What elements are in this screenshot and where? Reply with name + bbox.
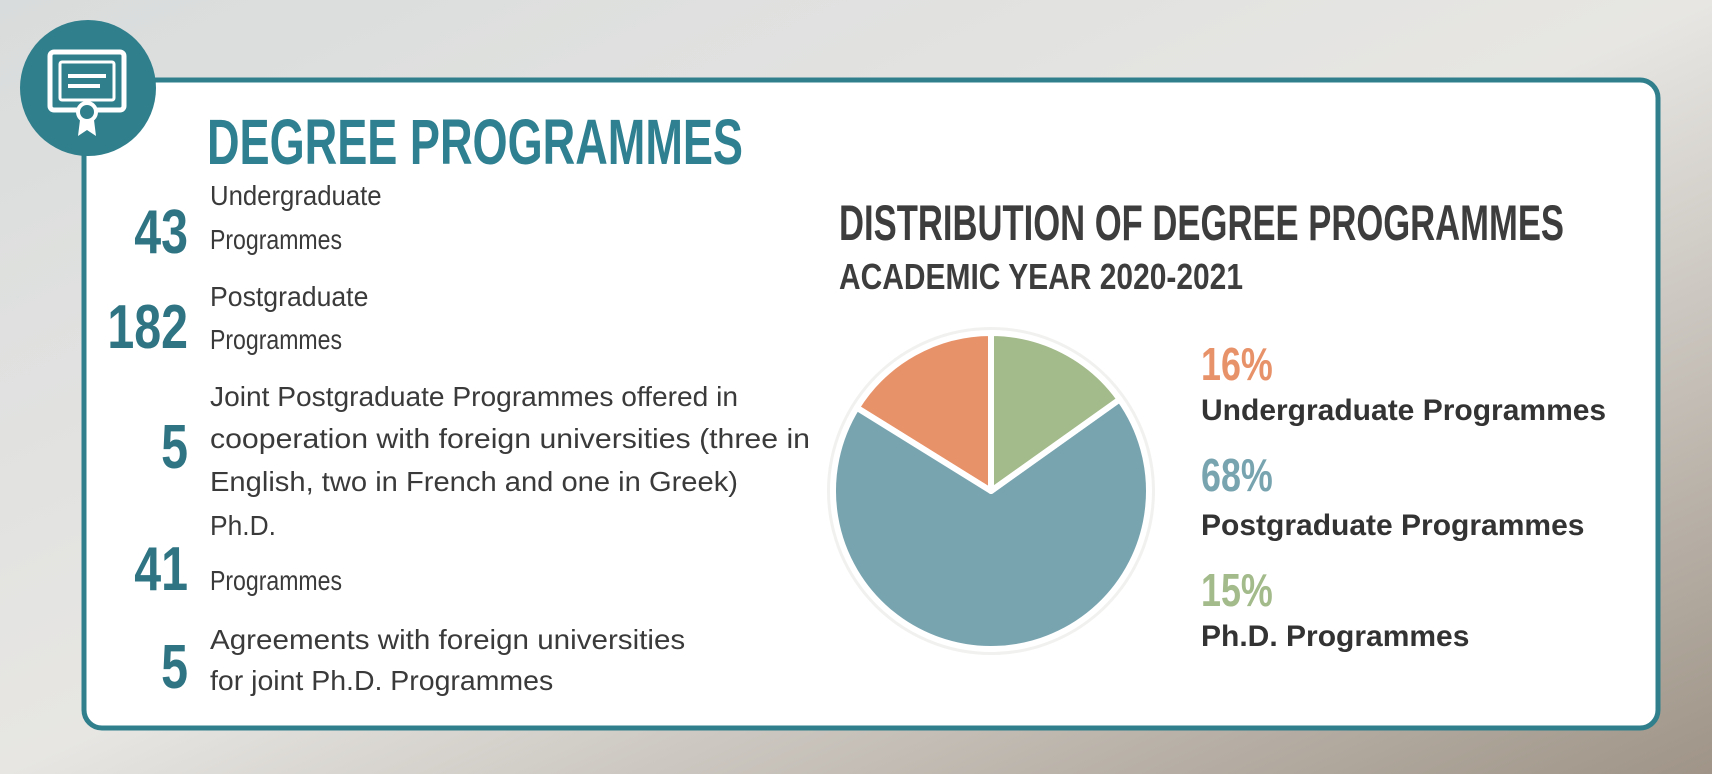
chart-title: DISTRIBUTION OF DEGREE PROGRAMMES xyxy=(839,195,1564,251)
legend-label: Postgraduate Programmes xyxy=(1201,509,1584,542)
stat-number: 5 xyxy=(161,632,188,701)
stat-text: English, two in French and one in Greek) xyxy=(210,466,738,497)
infographic: DEGREE PROGRAMMES DISTRIBUTION OF DEGREE… xyxy=(0,0,1712,774)
stat-text: Programmes xyxy=(210,324,342,355)
stat-text: Agreements with foreign universities xyxy=(210,624,685,655)
chart-subtitle: ACADEMIC YEAR 2020-2021 xyxy=(839,256,1243,297)
stat-text: Postgraduate xyxy=(210,281,368,312)
stat-number: 182 xyxy=(107,292,188,361)
stat-text: Undergraduate xyxy=(210,180,382,211)
stat-text: Ph.D. xyxy=(210,510,276,541)
certificate-icon xyxy=(20,20,156,156)
stat-text: Programmes xyxy=(210,224,342,255)
stat-number: 43 xyxy=(134,197,188,266)
stat-text: cooperation with foreign universities (t… xyxy=(210,423,810,454)
stat-text: for joint Ph.D. Programmes xyxy=(210,665,553,696)
legend-label: Undergraduate Programmes xyxy=(1201,394,1606,427)
legend-value: 15% xyxy=(1201,565,1273,616)
legend-value: 68% xyxy=(1201,450,1273,501)
title: DEGREE PROGRAMMES xyxy=(207,106,743,178)
stat-text: Programmes xyxy=(210,565,342,596)
legend-label: Ph.D. Programmes xyxy=(1201,620,1469,653)
stat-number: 41 xyxy=(134,534,188,603)
legend-value: 16% xyxy=(1201,339,1273,390)
stat-text: Joint Postgraduate Programmes offered in xyxy=(210,381,738,412)
stat-number: 5 xyxy=(161,412,188,481)
